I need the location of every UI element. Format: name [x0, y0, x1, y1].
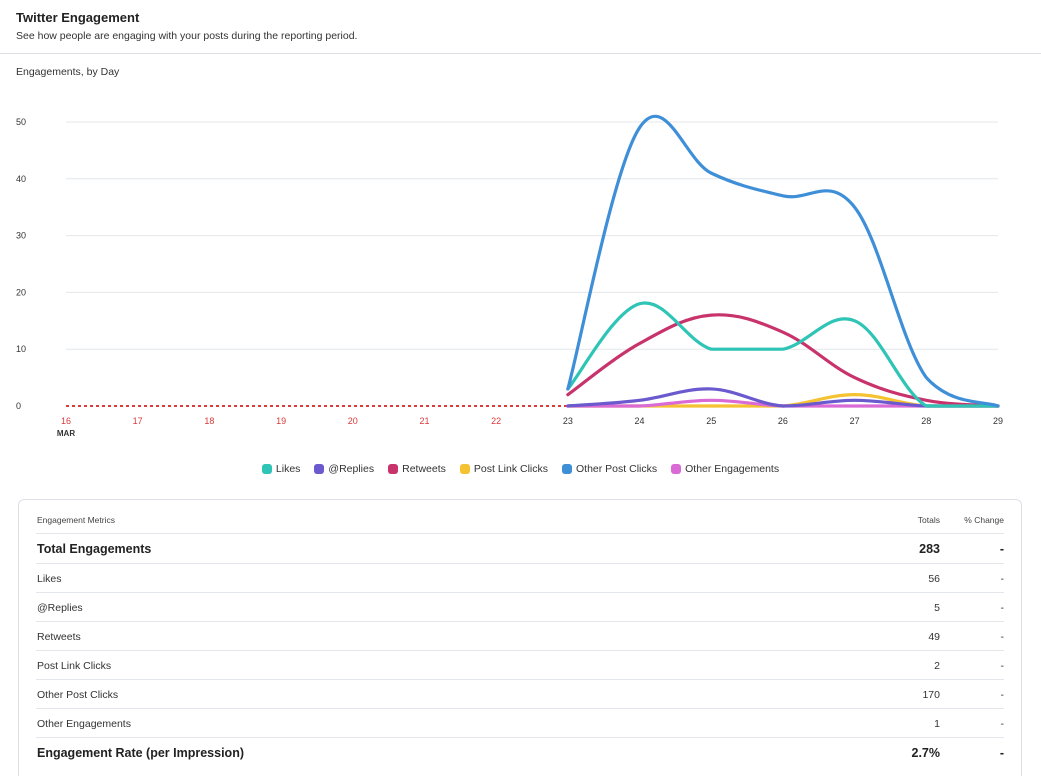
metric-name: Retweets: [37, 631, 81, 643]
report-title: Twitter Engagement: [16, 10, 140, 25]
metric-change: -: [999, 746, 1004, 760]
metric-total: 2: [934, 660, 940, 672]
metric-total: 49: [928, 631, 940, 643]
table-header-row: Engagement Metrics Totals % Change: [36, 504, 1004, 534]
series-line-retweets: [566, 313, 1000, 408]
metric-total: 56: [928, 573, 940, 585]
table-row: Total Engagements 283 -: [36, 534, 1004, 564]
x-tick-label: 25: [706, 416, 716, 426]
metric-change: -: [1000, 689, 1005, 701]
metric-total: 2.7%: [911, 746, 941, 760]
legend-swatch: [261, 464, 272, 474]
legend-label: Other Post Clicks: [576, 463, 658, 475]
x-month-label: MAR: [57, 429, 75, 438]
table-row: Likes 56 -: [36, 564, 1004, 593]
x-tick-label: 24: [635, 416, 645, 426]
metric-change: -: [1000, 602, 1005, 614]
legend-swatch: [459, 464, 470, 474]
legend-label: Post Link Clicks: [473, 463, 548, 475]
metric-change: -: [1000, 718, 1005, 730]
x-tick-label: 22: [491, 416, 501, 426]
legend-swatch: [562, 464, 572, 474]
legend-swatch: [671, 464, 682, 474]
x-tick-label: 23: [563, 416, 573, 426]
x-tick-label: 28: [921, 416, 931, 426]
metric-total: 5: [934, 602, 940, 614]
metric-total: 283: [919, 542, 940, 556]
engagements-line-chart: 0 10 20 30 40 50 16 17 18 19 20 21 22 23 24 25 26 27 28 29 M…: [16, 114, 1003, 438]
metric-name: Engagement Rate (per Impression): [37, 746, 244, 760]
y-tick-label: 50: [16, 117, 26, 127]
header-totals: Totals: [917, 515, 940, 525]
engagement-metrics-table: Engagement Metrics Totals % Change Total…: [18, 499, 1022, 776]
legend-swatch: [388, 464, 399, 474]
metric-name: Other Engagements: [37, 718, 131, 730]
x-tick-label: 27: [850, 416, 860, 426]
table-row: Other Post Clicks 170 -: [36, 680, 1004, 709]
header-metric: Engagement Metrics: [37, 515, 115, 525]
header-change: % Change: [964, 515, 1004, 525]
x-tick-label: 29: [993, 416, 1003, 426]
report-subtitle: See how people are engaging with your po…: [16, 30, 358, 42]
report-header: Twitter Engagement See how people are en…: [0, 0, 1041, 54]
x-tick-label: 20: [348, 416, 358, 426]
metric-change: -: [999, 542, 1004, 556]
x-tick-label: 18: [204, 416, 214, 426]
series-line-other-post-clicks: [566, 114, 1000, 408]
legend-label: Other Engagements: [685, 463, 780, 475]
table-row: @Replies 5 -: [36, 593, 1004, 622]
legend-item[interactable]: Post Link Clicks: [459, 463, 548, 475]
legend-label: Likes: [275, 463, 301, 475]
x-tick-label: 17: [133, 416, 143, 426]
table-row: Engagement Rate (per Impression) 2.7% -: [36, 738, 1004, 770]
chart-heading: Engagements, by Day: [16, 66, 120, 78]
legend-item[interactable]: Retweets: [388, 463, 446, 475]
x-tick-label: 16: [61, 416, 71, 426]
x-tick-label: 19: [276, 416, 286, 426]
metric-change: -: [1000, 631, 1005, 643]
legend-label: Retweets: [402, 463, 446, 475]
metric-name: Total Engagements: [37, 542, 152, 556]
metric-total: 170: [922, 689, 940, 701]
metric-name: Post Link Clicks: [37, 660, 112, 672]
legend-item[interactable]: Other Post Clicks: [562, 463, 657, 475]
y-tick-label: 10: [16, 344, 26, 354]
table-row: Post Link Clicks 2 -: [36, 651, 1004, 680]
legend-item[interactable]: Likes: [261, 463, 301, 475]
series-line-replies: [566, 387, 1000, 408]
metric-change: -: [1000, 573, 1005, 585]
metric-change: -: [1000, 660, 1005, 672]
metric-name: Likes: [37, 573, 62, 585]
y-tick-label: 20: [16, 287, 26, 297]
legend-item[interactable]: Other Engagements: [671, 463, 779, 475]
table-row: Retweets 49 -: [36, 622, 1004, 651]
x-tick-label: 21: [419, 416, 429, 426]
table-row: Other Engagements 1 -: [36, 709, 1004, 738]
y-tick-label: 0: [16, 401, 21, 411]
legend-item[interactable]: @Replies: [314, 463, 374, 475]
x-tick-label: 26: [778, 416, 788, 426]
y-tick-label: 30: [16, 231, 26, 241]
legend-label: @Replies: [328, 463, 375, 475]
metric-name: @Replies: [37, 602, 83, 614]
legend-swatch: [314, 464, 325, 474]
y-tick-label: 40: [16, 174, 26, 184]
metric-name: Other Post Clicks: [37, 689, 119, 701]
chart-legend: Likes @Replies Retweets Post Link Clicks Oth…: [0, 463, 1041, 475]
metric-total: 1: [934, 718, 940, 730]
series-line-likes: [566, 301, 1000, 408]
